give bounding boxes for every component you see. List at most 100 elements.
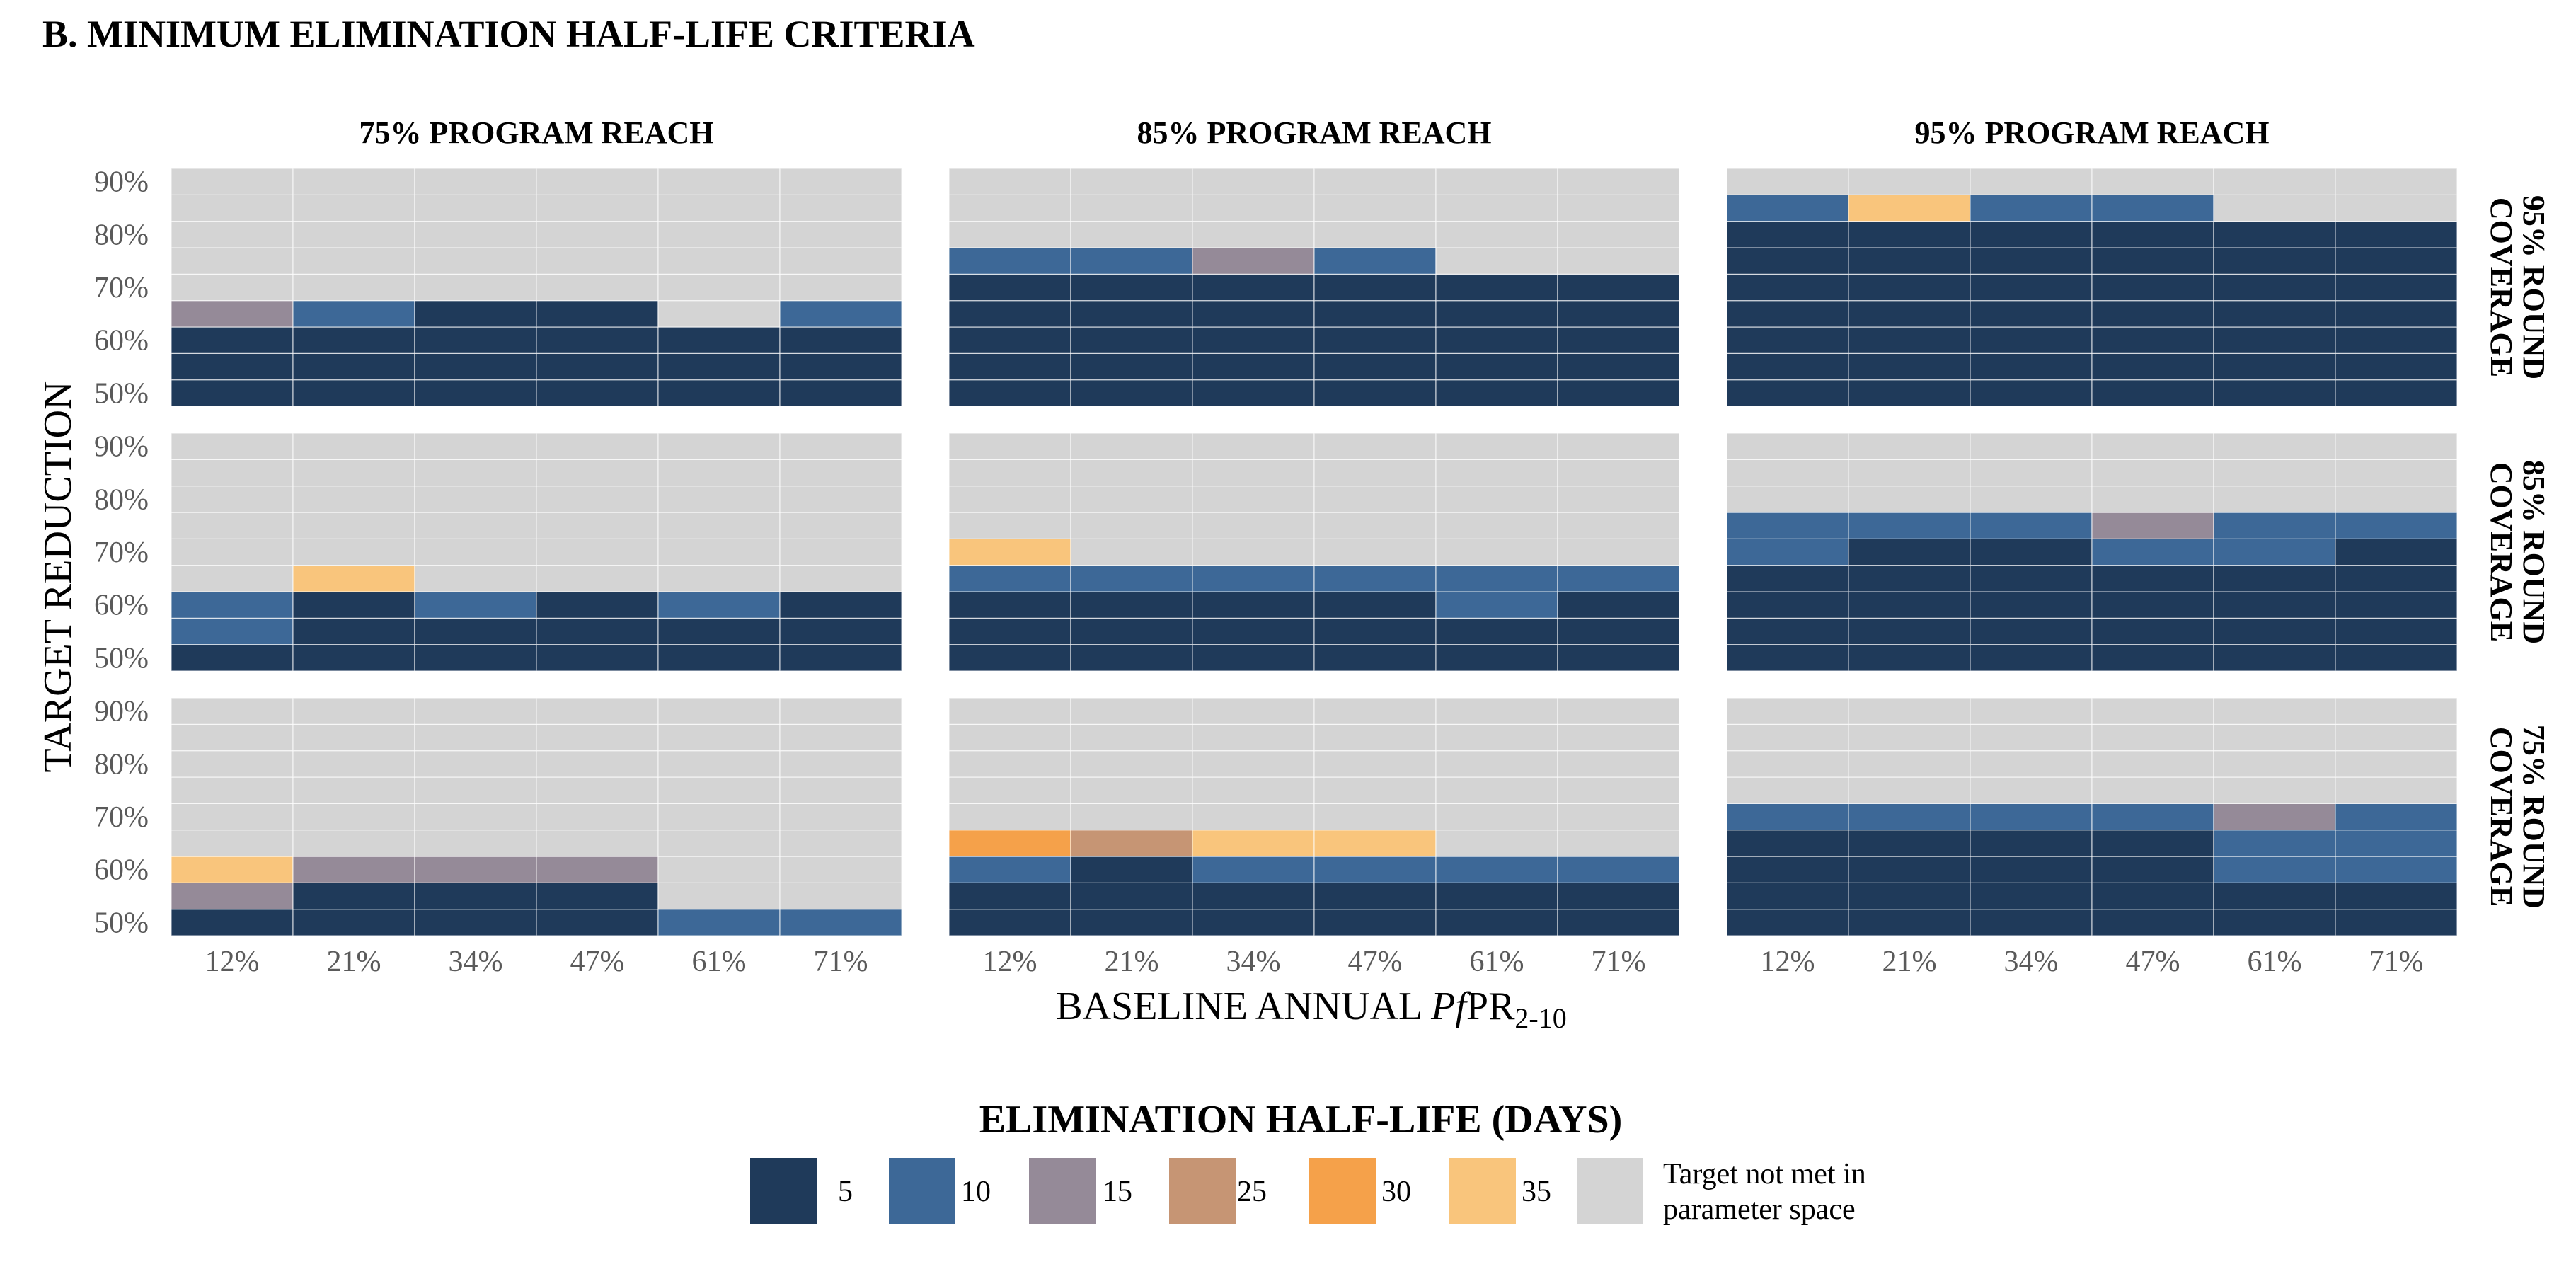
heatmap-cell	[1435, 300, 1558, 328]
heatmap-cell	[292, 247, 415, 275]
heatmap-cell	[1848, 617, 1971, 645]
heatmap-cell	[171, 486, 294, 513]
heatmap-cell	[1435, 512, 1558, 539]
heatmap-cell	[292, 697, 415, 725]
heatmap-cell	[171, 300, 294, 328]
heatmap-cell	[171, 909, 294, 936]
heatmap-cell	[414, 459, 537, 487]
heatmap-cell	[536, 565, 659, 592]
heatmap-cell	[2335, 909, 2458, 936]
heatmap-cell	[2213, 750, 2336, 778]
legend-label-line1: Target not met in	[1663, 1158, 1866, 1190]
heatmap-cell	[1726, 247, 1849, 275]
heatmap-cell	[1848, 723, 1971, 752]
heatmap-cell	[1313, 432, 1437, 460]
heatmap-cell	[2091, 273, 2214, 302]
heatmap-cell	[1313, 882, 1437, 910]
legend-label: 30	[1381, 1176, 1411, 1208]
heatmap-cell	[414, 194, 537, 222]
heatmap-cell	[1848, 591, 1971, 619]
heatmap-cell	[2335, 459, 2458, 487]
heatmap-cell	[2213, 432, 2336, 460]
heatmap-cell	[1070, 221, 1193, 248]
heatmap-cell	[2335, 565, 2458, 592]
heatmap-cell	[1970, 326, 2093, 354]
heatmap-cell	[1070, 776, 1193, 804]
heatmap-cell	[779, 591, 902, 619]
figure-title: B. MINIMUM ELIMINATION HALF-LIFE CRITERI…	[42, 13, 975, 55]
heatmap-cell	[292, 168, 415, 195]
heatmap-cell	[414, 882, 537, 910]
legend-swatch	[750, 1158, 817, 1224]
heatmap-cell	[1557, 432, 1680, 460]
heatmap-cell	[536, 750, 659, 778]
heatmap-cell	[1557, 723, 1680, 752]
heatmap-cell	[1313, 803, 1437, 831]
heatmap-cell	[171, 352, 294, 381]
heatmap-cell	[657, 776, 781, 804]
heatmap-cell	[657, 644, 781, 672]
heatmap-cell	[657, 379, 781, 407]
heatmap-cell	[1970, 352, 2093, 381]
heatmap-cell	[414, 803, 537, 831]
heatmap-cell	[1435, 591, 1558, 619]
heatmap-cell	[2091, 486, 2214, 513]
heatmap-cell	[171, 459, 294, 487]
heatmap-cell	[1192, 221, 1315, 248]
column-facet-label: 85% PROGRAM REACH	[1137, 115, 1491, 150]
heatmap-cell	[1313, 697, 1437, 725]
heatmap-cell	[1313, 776, 1437, 804]
heatmap-cell	[2335, 247, 2458, 275]
heatmap-cell	[1435, 459, 1558, 487]
heatmap-cell	[779, 565, 902, 592]
heatmap-cell	[2091, 565, 2214, 592]
heatmap-cell	[1070, 273, 1193, 302]
heatmap-cell	[414, 750, 537, 778]
heatmap-cell	[414, 644, 537, 672]
heatmap-cell	[1070, 459, 1193, 487]
heatmap-cell	[779, 750, 902, 778]
heatmap-cell	[2335, 776, 2458, 804]
row-facet-label-line1: 85% ROUND	[2517, 460, 2551, 644]
heatmap-cell	[2335, 512, 2458, 539]
heatmap-cell	[1070, 697, 1193, 725]
heatmap-cell	[948, 459, 1071, 487]
heatmap-cell	[292, 830, 415, 857]
heatmap-cell	[2091, 247, 2214, 275]
heatmap-cell	[1435, 168, 1558, 195]
heatmap-cell	[1313, 591, 1437, 619]
heatmap-cell	[779, 512, 902, 539]
heatmap-cell	[948, 168, 1071, 195]
heatmap-panel	[948, 697, 1680, 936]
x-axis-label-prefix: BASELINE ANNUAL	[1056, 985, 1431, 1028]
x-tick-label: 61%	[1470, 946, 1524, 978]
heatmap-cell	[2091, 803, 2214, 831]
heatmap-cell	[171, 512, 294, 539]
x-tick-labels: 12% 21% 34% 47% 61% 71% 12% 21% 34% 47% 61% 71% 12% 2…	[205, 946, 2424, 978]
heatmap-cell	[779, 803, 902, 831]
heatmap-cell	[1070, 538, 1193, 566]
legend-label: 10	[961, 1176, 991, 1208]
heatmap-cell	[1313, 830, 1437, 857]
y-tick-label: 50%	[94, 377, 149, 410]
heatmap-cell	[1070, 723, 1193, 752]
heatmap-cell	[1970, 644, 2093, 672]
heatmap-cell	[536, 856, 659, 883]
heatmap-cell	[948, 247, 1071, 275]
column-facet-headers: 75% PROGRAM REACH 85% PROGRAM REACH 95% PR…	[359, 115, 2269, 150]
legend-label-line2: parameter space	[1663, 1193, 1856, 1226]
heatmap-cell	[2213, 644, 2336, 672]
heatmap-cell	[1848, 538, 1971, 566]
heatmap-cell	[1435, 909, 1558, 936]
heatmap-cell	[1192, 194, 1315, 222]
heatmap-cell	[171, 168, 294, 195]
heatmap-cell	[414, 591, 537, 619]
heatmap-cell	[1192, 617, 1315, 645]
heatmap-cell	[171, 194, 294, 222]
heatmap-cell	[292, 379, 415, 407]
heatmap-cell	[171, 617, 294, 645]
heatmap-cell	[657, 565, 781, 592]
heatmap-cell	[948, 352, 1071, 381]
heatmap-cell	[2213, 776, 2336, 804]
heatmap-cell	[2213, 882, 2336, 910]
